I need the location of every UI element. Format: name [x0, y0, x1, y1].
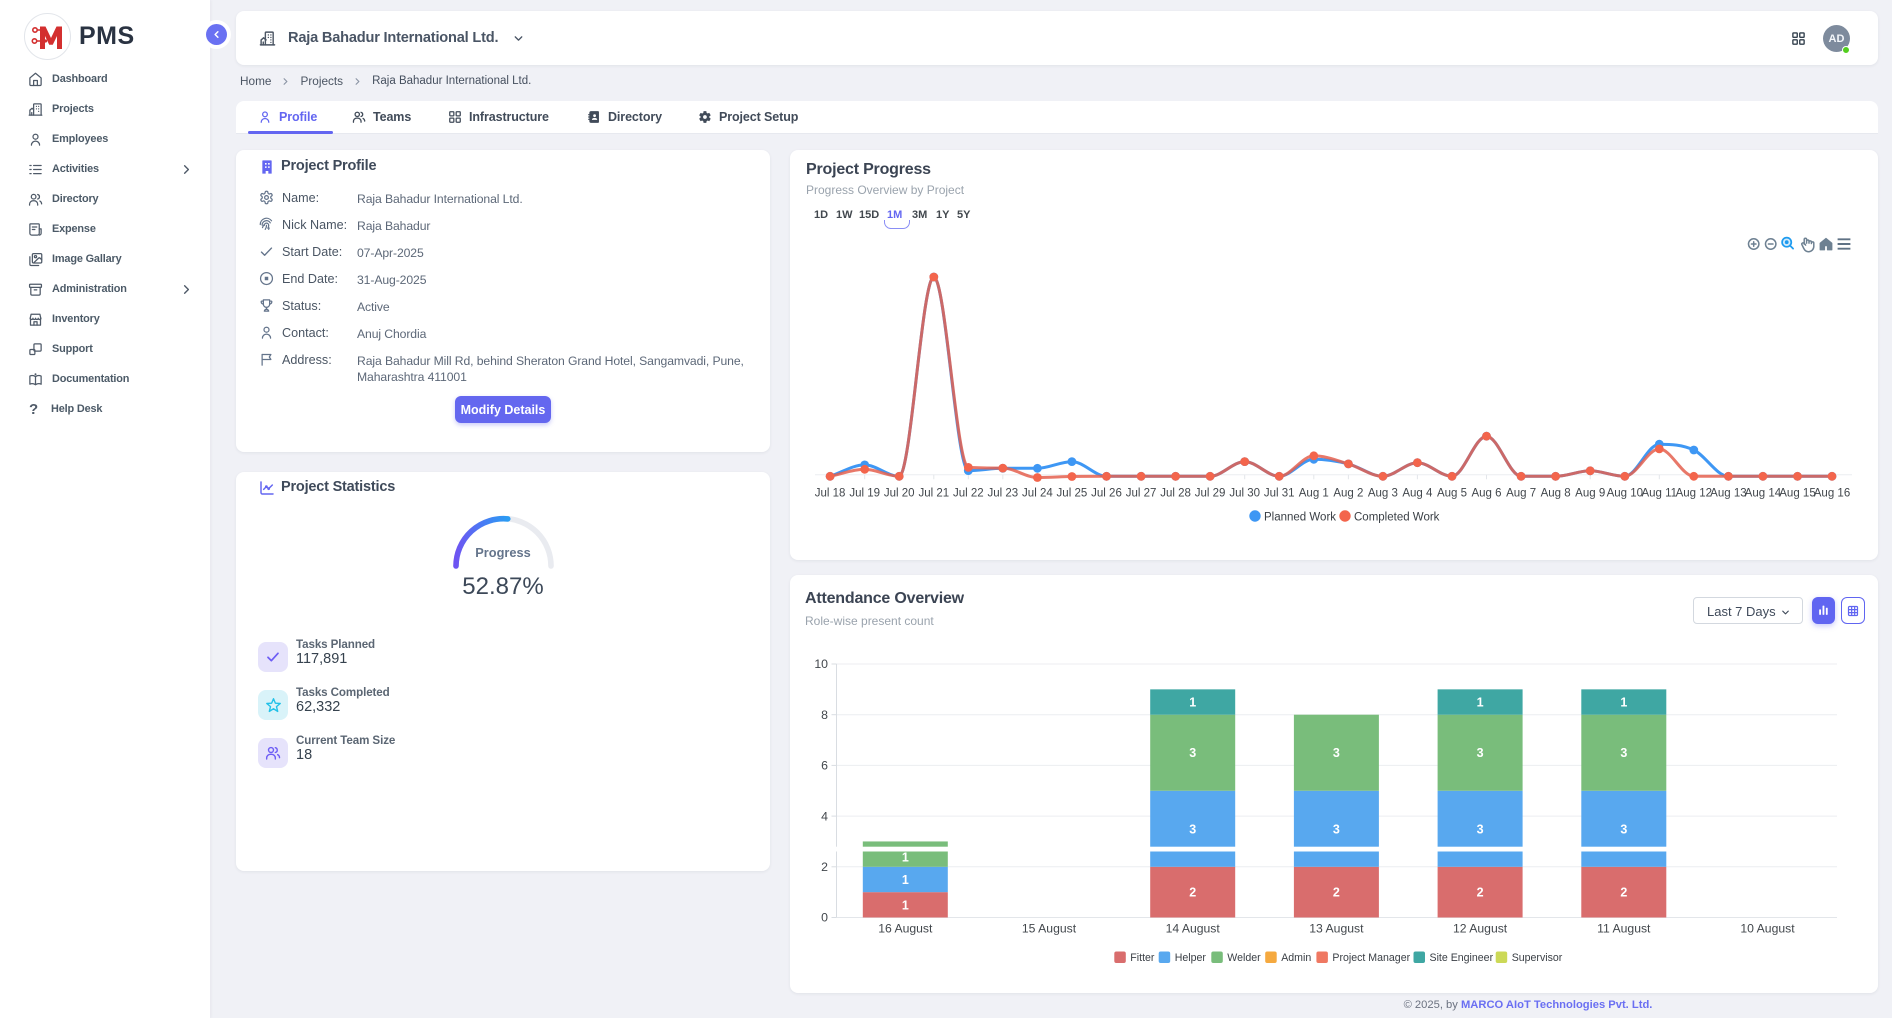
svg-text:Jul 20: Jul 20 — [884, 488, 915, 500]
svg-text:Aug 16: Aug 16 — [1814, 488, 1850, 500]
svg-text:3: 3 — [1189, 822, 1196, 836]
svg-text:15 August: 15 August — [1022, 922, 1077, 936]
svg-text:Welder: Welder — [1227, 952, 1261, 964]
svg-text:Aug 3: Aug 3 — [1368, 488, 1398, 500]
svg-text:Aug 1: Aug 1 — [1299, 488, 1329, 500]
svg-text:3: 3 — [1620, 822, 1627, 836]
svg-text:Jul 23: Jul 23 — [987, 488, 1018, 500]
svg-text:10: 10 — [814, 657, 828, 671]
svg-text:8: 8 — [821, 708, 828, 722]
svg-text:Fitter: Fitter — [1130, 952, 1155, 964]
svg-text:Helper: Helper — [1175, 952, 1207, 964]
svg-text:Aug 2: Aug 2 — [1333, 488, 1363, 500]
svg-text:Aug 11: Aug 11 — [1641, 488, 1677, 500]
svg-text:Jul 19: Jul 19 — [849, 488, 880, 500]
svg-text:Planned Work: Planned Work — [1264, 511, 1336, 523]
svg-text:Aug 12: Aug 12 — [1676, 488, 1712, 500]
svg-text:10 August: 10 August — [1740, 922, 1795, 936]
svg-text:Project Manager: Project Manager — [1332, 952, 1410, 964]
svg-text:Aug 14: Aug 14 — [1745, 488, 1782, 500]
svg-text:Jul 21: Jul 21 — [918, 488, 949, 500]
svg-text:12 August: 12 August — [1453, 922, 1508, 936]
svg-text:1: 1 — [1189, 696, 1196, 710]
svg-text:3: 3 — [1189, 746, 1196, 760]
svg-text:Jul 31: Jul 31 — [1264, 488, 1295, 500]
svg-text:Aug 6: Aug 6 — [1471, 488, 1501, 500]
svg-text:Aug 15: Aug 15 — [1779, 488, 1815, 500]
svg-text:11 August: 11 August — [1597, 922, 1651, 936]
svg-text:Admin: Admin — [1281, 952, 1311, 964]
svg-text:2: 2 — [1477, 886, 1484, 900]
svg-text:1: 1 — [902, 873, 909, 887]
svg-text:Aug 7: Aug 7 — [1506, 488, 1536, 500]
svg-text:6: 6 — [821, 759, 828, 773]
svg-text:Jul 26: Jul 26 — [1091, 488, 1122, 500]
svg-text:16 August: 16 August — [878, 922, 933, 936]
svg-text:Jul 27: Jul 27 — [1126, 488, 1157, 500]
svg-text:Completed Work: Completed Work — [1354, 511, 1440, 523]
svg-text:3: 3 — [1620, 746, 1627, 760]
svg-text:Supervisor: Supervisor — [1512, 952, 1563, 964]
svg-text:2: 2 — [1620, 886, 1627, 900]
svg-text:3: 3 — [1333, 822, 1340, 836]
svg-text:13 August: 13 August — [1309, 922, 1364, 936]
svg-text:Jul 28: Jul 28 — [1160, 488, 1191, 500]
svg-text:3: 3 — [1333, 746, 1340, 760]
svg-text:1: 1 — [1477, 696, 1484, 710]
svg-text:1: 1 — [902, 851, 909, 865]
svg-text:Aug 10: Aug 10 — [1607, 488, 1643, 500]
svg-text:0: 0 — [821, 911, 828, 925]
svg-text:Jul 22: Jul 22 — [953, 488, 984, 500]
svg-text:Site Engineer: Site Engineer — [1430, 952, 1494, 964]
svg-text:2: 2 — [1333, 886, 1340, 900]
svg-text:Aug 4: Aug 4 — [1402, 488, 1433, 500]
svg-text:1: 1 — [1620, 696, 1627, 710]
svg-text:2: 2 — [1189, 886, 1196, 900]
svg-text:4: 4 — [821, 809, 828, 823]
svg-text:Aug 13: Aug 13 — [1710, 488, 1746, 500]
svg-text:Jul 25: Jul 25 — [1057, 488, 1088, 500]
svg-text:Aug 9: Aug 9 — [1575, 488, 1605, 500]
svg-text:2: 2 — [821, 860, 828, 874]
svg-text:Jul 30: Jul 30 — [1229, 488, 1260, 500]
svg-text:Jul 24: Jul 24 — [1022, 488, 1053, 500]
svg-text:3: 3 — [1477, 822, 1484, 836]
svg-text:Aug 8: Aug 8 — [1541, 488, 1571, 500]
svg-text:3: 3 — [1477, 746, 1484, 760]
svg-text:1: 1 — [902, 898, 909, 912]
svg-text:14 August: 14 August — [1166, 922, 1221, 936]
svg-text:Jul 18: Jul 18 — [815, 488, 846, 500]
svg-text:Aug 5: Aug 5 — [1437, 488, 1467, 500]
svg-text:Jul 29: Jul 29 — [1195, 488, 1226, 500]
